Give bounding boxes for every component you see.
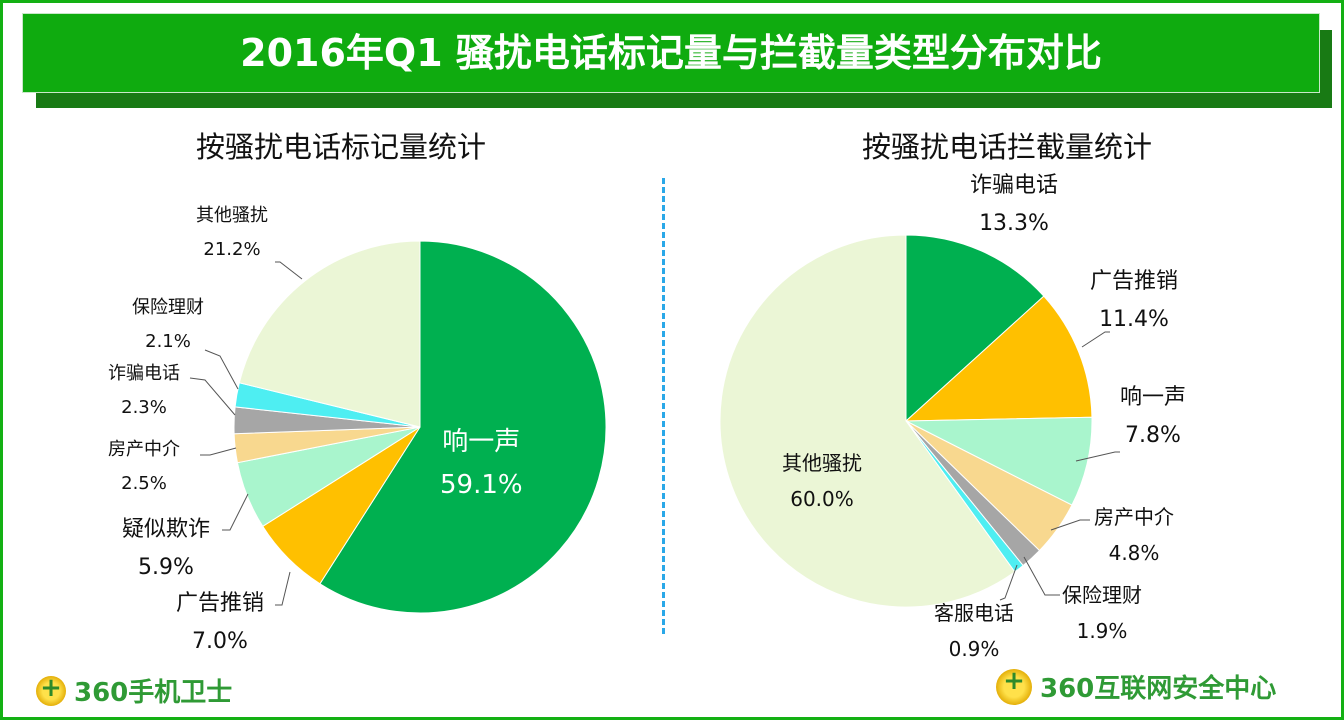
left-chart-title: 按骚扰电话标记量统计 [196, 130, 487, 164]
pie-slice [904, 295, 1093, 422]
right-label-kefu: 客服电话 0.9% [934, 601, 1014, 661]
right-label-fangchan: 房产中介 4.8% [1094, 505, 1174, 565]
right-chart-title: 按骚扰电话拦截量统计 [862, 130, 1153, 164]
pie-slice [905, 234, 1045, 423]
page-title: 2016年Q1 骚扰电话标记量与拦截量类型分布对比 [22, 13, 1320, 93]
right-label-qita: 其他骚扰 60.0% [782, 451, 862, 511]
right-label-zhapian: 诈骗电话 13.3% [970, 173, 1059, 237]
logo-360-security-center: 360互联网安全中心 [996, 666, 1276, 705]
divider [662, 178, 665, 634]
left-label-fangchan: 房产中介 2.5% [108, 439, 180, 494]
left-label-guanggao: 广告推销 7.0% [176, 591, 265, 655]
left-label-qita: 其他骚扰 21.2% [196, 205, 268, 260]
pie-slice [719, 234, 1016, 608]
right-label-guanggao: 广告推销 11.4% [1090, 269, 1179, 333]
left-pie [233, 240, 607, 614]
left-label-xiangyisheng: 响一声 59.1% [440, 427, 523, 500]
shield-plus-icon [996, 666, 1032, 705]
pie-slice [238, 240, 421, 428]
right-pie [719, 234, 1093, 608]
right-label-xiangyisheng: 响一声 7.8% [1120, 385, 1187, 449]
left-label-zhapian: 诈骗电话 2.3% [108, 363, 180, 418]
pie-slice [905, 416, 1093, 506]
shield-plus-icon [36, 673, 66, 706]
left-label-baoxian: 保险理财 2.1% [132, 297, 204, 352]
pie-slice [319, 240, 607, 614]
leader-lines [189, 261, 1120, 606]
left-label-yisiqizha: 疑似欺诈 5.9% [122, 517, 211, 581]
right-label-baoxian: 保险理财 1.9% [1062, 583, 1142, 643]
logo-360-mobile-guard: 360手机卫士 [36, 672, 232, 709]
